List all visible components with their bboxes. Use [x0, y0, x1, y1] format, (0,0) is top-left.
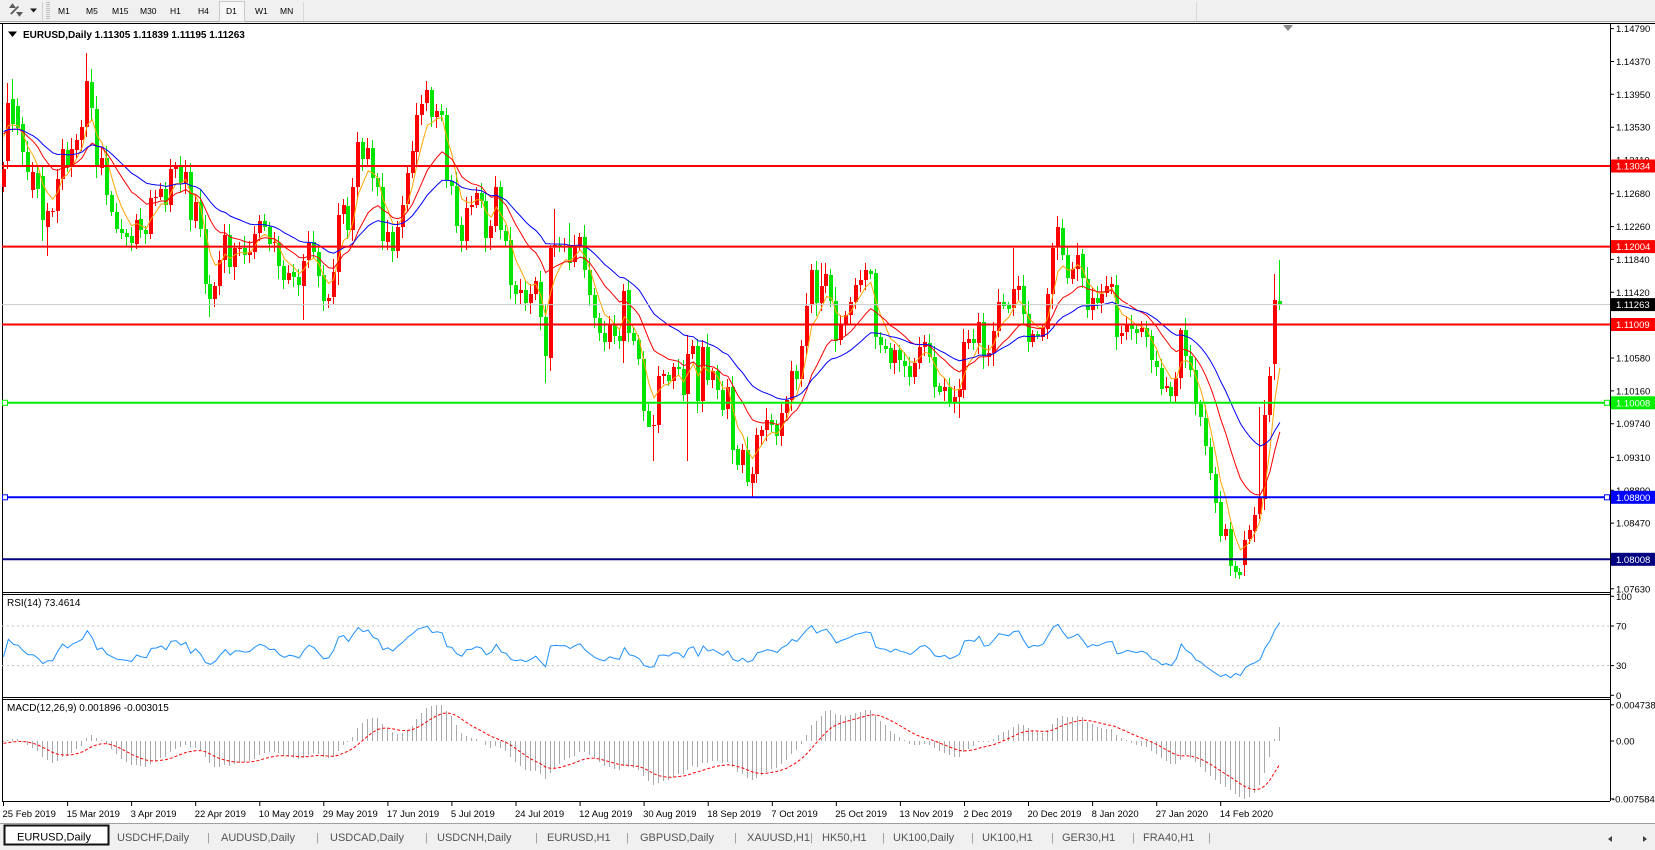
svg-text:EURUSD,H1: EURUSD,H1	[547, 832, 611, 844]
svg-text:D1: D1	[226, 6, 237, 16]
svg-text:18 Sep 2019: 18 Sep 2019	[707, 809, 761, 820]
svg-text:|: |	[882, 832, 885, 844]
svg-text:H1: H1	[170, 6, 181, 16]
svg-text:3 Apr 2019: 3 Apr 2019	[131, 809, 177, 820]
svg-text:30 Aug 2019: 30 Aug 2019	[643, 809, 696, 820]
svg-text:0.004738: 0.004738	[1616, 700, 1655, 711]
svg-text:1.09740: 1.09740	[1616, 419, 1650, 430]
svg-text:100: 100	[1616, 592, 1632, 603]
svg-text:|: |	[1208, 832, 1211, 844]
svg-text:24 Jul 2019: 24 Jul 2019	[515, 809, 564, 820]
svg-text:MACD(12,26,9) 0.001896 -0.0030: MACD(12,26,9) 0.001896 -0.003015	[7, 703, 169, 714]
svg-text:RSI(14) 73.4614: RSI(14) 73.4614	[7, 598, 81, 609]
svg-text:EURUSD,Daily: EURUSD,Daily	[17, 832, 91, 844]
svg-text:1.10160: 1.10160	[1616, 386, 1650, 397]
svg-text:FRA40,H1: FRA40,H1	[1143, 832, 1194, 844]
svg-text:5 Jul 2019: 5 Jul 2019	[451, 809, 495, 820]
svg-text:1.08008: 1.08008	[1616, 555, 1650, 566]
svg-text:|: |	[1132, 832, 1135, 844]
svg-text:1.14790: 1.14790	[1616, 24, 1650, 35]
svg-text:UK100,H1: UK100,H1	[982, 832, 1033, 844]
svg-text:2 Dec 2019: 2 Dec 2019	[964, 809, 1013, 820]
svg-text:MN: MN	[280, 6, 293, 16]
svg-text:1.14370: 1.14370	[1616, 57, 1650, 68]
svg-text:25 Feb 2019: 25 Feb 2019	[3, 809, 56, 820]
svg-text:1.10008: 1.10008	[1616, 398, 1650, 409]
svg-text:0: 0	[1616, 691, 1621, 702]
svg-text:29 May 2019: 29 May 2019	[323, 809, 378, 820]
svg-text:20 Dec 2019: 20 Dec 2019	[1028, 809, 1082, 820]
svg-text:USDCNH,Daily: USDCNH,Daily	[437, 832, 512, 844]
svg-text:EURUSD,Daily 1.11305 1.11839: EURUSD,Daily 1.11305 1.11839 1.11195 1.1…	[23, 30, 245, 41]
svg-text:-0.007584: -0.007584	[1612, 794, 1655, 805]
svg-text:USDCHF,Daily: USDCHF,Daily	[117, 832, 190, 844]
svg-text:8 Jan 2020: 8 Jan 2020	[1092, 809, 1139, 820]
svg-text:HK50,H1: HK50,H1	[822, 832, 867, 844]
svg-text:|: |	[810, 832, 813, 844]
svg-text:25 Oct 2019: 25 Oct 2019	[835, 809, 887, 820]
svg-text:|: |	[425, 832, 428, 844]
svg-text:7 Oct 2019: 7 Oct 2019	[771, 809, 817, 820]
svg-text:1.11263: 1.11263	[1616, 300, 1650, 311]
svg-text:1.12004: 1.12004	[1616, 242, 1650, 253]
svg-text:M15: M15	[112, 6, 129, 16]
svg-text:14 Feb 2020: 14 Feb 2020	[1220, 809, 1273, 820]
svg-text:|: |	[1051, 832, 1054, 844]
svg-text:|: |	[734, 832, 737, 844]
svg-text:M30: M30	[140, 6, 157, 16]
svg-text:W1: W1	[255, 6, 268, 16]
svg-text:1.11009: 1.11009	[1616, 320, 1650, 331]
svg-text:USDCAD,Daily: USDCAD,Daily	[330, 832, 404, 844]
svg-text:H4: H4	[198, 6, 209, 16]
svg-text:|: |	[971, 832, 974, 844]
svg-text:30: 30	[1616, 661, 1627, 672]
svg-text:|: |	[316, 832, 319, 844]
svg-text:1.11840: 1.11840	[1616, 255, 1650, 266]
svg-text:17 Jun 2019: 17 Jun 2019	[387, 809, 439, 820]
svg-text:M5: M5	[86, 6, 98, 16]
svg-text:1.07630: 1.07630	[1616, 584, 1650, 595]
svg-text:0.00: 0.00	[1616, 737, 1635, 748]
svg-text:GBPUSD,Daily: GBPUSD,Daily	[640, 832, 714, 844]
svg-text:27 Jan 2020: 27 Jan 2020	[1156, 809, 1208, 820]
svg-text:70: 70	[1616, 622, 1627, 633]
svg-text:13 Nov 2019: 13 Nov 2019	[899, 809, 953, 820]
svg-text:|: |	[207, 832, 210, 844]
svg-text:|: |	[535, 832, 538, 844]
svg-text:15 Mar 2019: 15 Mar 2019	[67, 809, 120, 820]
svg-text:1.12680: 1.12680	[1616, 189, 1650, 200]
svg-text:1.11420: 1.11420	[1616, 288, 1650, 299]
svg-text:XAUUSD,H1: XAUUSD,H1	[747, 832, 810, 844]
svg-text:1.13034: 1.13034	[1616, 162, 1650, 173]
svg-text:1.08800: 1.08800	[1616, 493, 1650, 504]
svg-text:1.10580: 1.10580	[1616, 354, 1650, 365]
svg-text:GER30,H1: GER30,H1	[1062, 832, 1115, 844]
svg-text:1.13530: 1.13530	[1616, 123, 1650, 134]
svg-text:12 Aug 2019: 12 Aug 2019	[579, 809, 632, 820]
svg-text:1.08470: 1.08470	[1616, 519, 1650, 530]
svg-text:M1: M1	[58, 6, 70, 16]
svg-text:1.12260: 1.12260	[1616, 222, 1650, 233]
svg-text:1.13950: 1.13950	[1616, 90, 1650, 101]
svg-text:UK100,Daily: UK100,Daily	[893, 832, 955, 844]
svg-text:|: |	[626, 832, 629, 844]
svg-text:1.09310: 1.09310	[1616, 453, 1650, 464]
svg-text:22 Apr 2019: 22 Apr 2019	[195, 809, 246, 820]
svg-text:10 May 2019: 10 May 2019	[259, 809, 314, 820]
svg-text:AUDUSD,Daily: AUDUSD,Daily	[221, 832, 295, 844]
